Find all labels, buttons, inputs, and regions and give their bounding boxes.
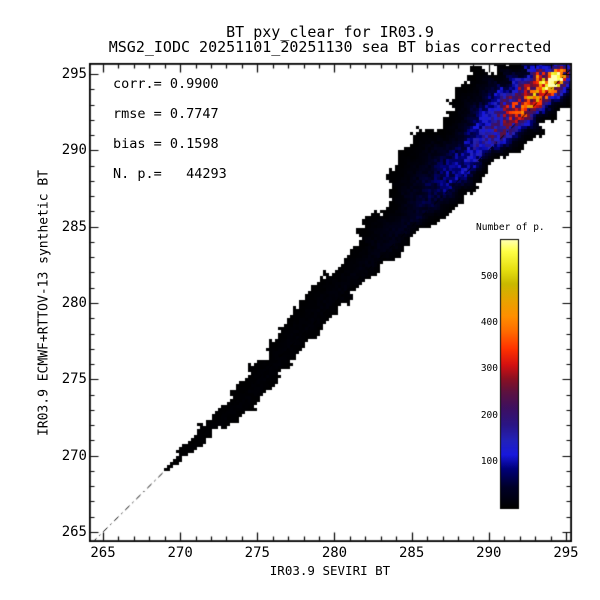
colorbar-tick-label: 100 [480, 455, 498, 467]
plot-subtitle: MSG2_IODC 20251101_20251130 sea BT bias … [108, 38, 552, 56]
y-tick-label: 275 [61, 371, 87, 388]
x-tick-label: 270 [167, 545, 193, 561]
colorbar-tick-label: 200 [480, 409, 498, 421]
x-tick-label: 265 [90, 545, 116, 561]
y-tick-label: 295 [61, 65, 87, 82]
plot-title: BT pxy_clear for IR03.9 [226, 23, 434, 41]
colorbar-tick-label: 300 [480, 363, 498, 375]
colorbar-tick-label: 400 [480, 317, 498, 329]
stat-rmse: rmse = 0.7747 [113, 106, 219, 122]
y-tick-label: 285 [61, 218, 87, 235]
y-tick-label: 280 [61, 294, 87, 311]
x-tick-label: 280 [321, 545, 348, 561]
stat-npoints: N. p.= 44293 [113, 166, 227, 182]
y-tick-label: 265 [61, 524, 87, 540]
x-tick-label: 285 [399, 545, 425, 561]
x-axis-title: IR03.9 SEVIRI BT [269, 563, 391, 578]
colorbar-title: Number of p. [476, 222, 545, 233]
x-tick-label: 275 [244, 545, 270, 561]
stat-correlation: corr.= 0.9900 [113, 76, 219, 92]
colorbar-tick-label: 500 [480, 270, 498, 282]
y-tick-label: 270 [61, 447, 87, 464]
x-tick-label: 290 [476, 545, 502, 561]
stat-bias: bias = 0.1598 [113, 136, 219, 152]
x-tick-label: 295 [553, 545, 579, 561]
y-tick-label: 290 [61, 142, 87, 159]
